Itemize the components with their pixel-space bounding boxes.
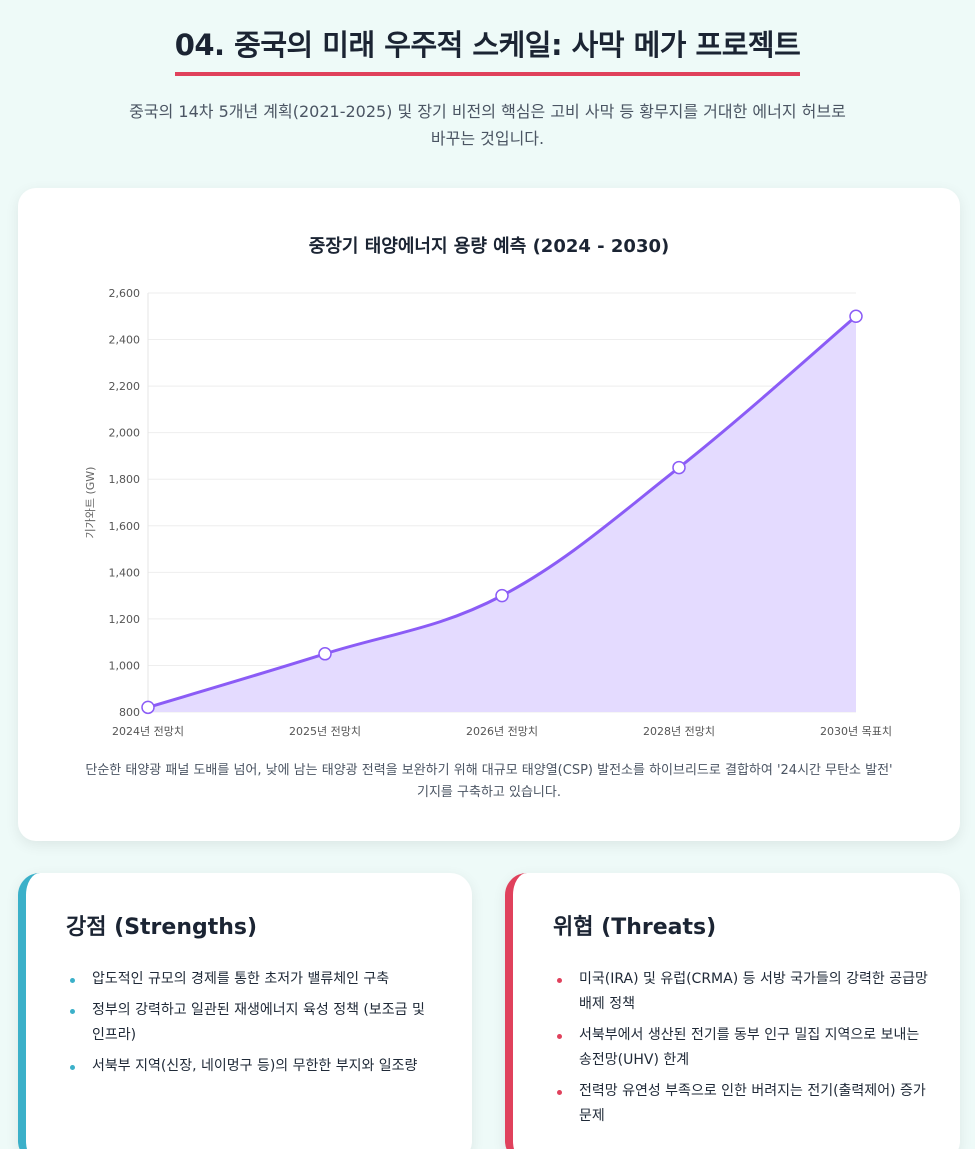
data-point [849, 309, 863, 324]
y-tick-label: 1,800 [109, 473, 141, 486]
y-tick-label: 1,600 [109, 520, 141, 533]
bullet-icon [70, 1065, 75, 1070]
x-tick-label: 2026년 전망치 [466, 725, 538, 738]
hero-section: 04. 중국의 미래 우주적 스케일: 사막 메가 프로젝트 중국의 14차 5… [0, 0, 975, 152]
strength-item: 압도적인 규모의 경제를 통한 초저가 밸류체인 구축 [66, 967, 442, 992]
x-tick-label: 2024년 전망치 [112, 725, 184, 738]
y-tick-label: 1,000 [109, 659, 141, 672]
threats-title: 위협 (Threats) [553, 915, 717, 940]
x-tick-label: 2030년 목표치 [820, 725, 892, 738]
y-axis-label: 기가와트 (GW) [84, 467, 97, 539]
strength-item-text: 서북부 지역(신장, 네이멍구 등)의 무한한 부지와 일조량 [92, 1058, 418, 1074]
y-tick-label: 2,600 [109, 287, 141, 300]
y-tick-label: 1,400 [109, 566, 141, 579]
chart-caption: 단순한 태양광 패널 도배를 넘어, 낮에 남는 태양광 전력을 보완하기 위해… [85, 763, 893, 800]
threat-item-text: 서북부에서 생산된 전기를 동부 인구 밀집 지역으로 보내는 송전망(UHV)… [579, 1027, 920, 1068]
threat-item-text: 미국(IRA) 및 유럽(CRMA) 등 서방 국가들의 강력한 공급망 배제 … [579, 971, 928, 1012]
data-point [141, 700, 155, 715]
y-tick-label: 2,400 [109, 334, 141, 347]
threat-item-text: 전력망 유연성 부족으로 인한 버려지는 전기(출력제어) 증가 문제 [579, 1083, 926, 1124]
threats-list: 미국(IRA) 및 유럽(CRMA) 등 서방 국가들의 강력한 공급망 배제 … [553, 967, 930, 1129]
bullet-icon [70, 1009, 75, 1014]
x-tick-label: 2028년 전망치 [643, 725, 715, 738]
y-tick-label: 2,200 [109, 380, 141, 393]
page-subtitle: 중국의 14차 5개년 계획(2021-2025) 및 장기 비전의 핵심은 고… [129, 102, 846, 148]
bullet-icon [557, 1034, 562, 1039]
page-title: 04. 중국의 미래 우주적 스케일: 사막 메가 프로젝트 [174, 22, 801, 76]
y-tick-label: 2,000 [109, 427, 141, 440]
threat-item: 전력망 유연성 부족으로 인한 버려지는 전기(출력제어) 증가 문제 [553, 1079, 930, 1129]
strengths-card: 강점 (Strengths) 압도적인 규모의 경제를 통한 초저가 밸류체인 … [18, 873, 472, 1149]
y-tick-label: 800 [119, 706, 140, 719]
data-point [672, 460, 686, 475]
area-fill [148, 316, 856, 712]
threat-item: 서북부에서 생산된 전기를 동부 인구 밀집 지역으로 보내는 송전망(UHV)… [553, 1023, 930, 1073]
x-tick-label: 2025년 전망치 [289, 725, 361, 738]
data-point [495, 588, 509, 603]
strengths-list: 압도적인 규모의 경제를 통한 초저가 밸류체인 구축 정부의 강력하고 일관된… [66, 967, 442, 1079]
strength-item-text: 정부의 강력하고 일관된 재생에너지 육성 정책 (보조금 및 인프라) [92, 1002, 425, 1043]
bullet-icon [557, 1090, 562, 1095]
threats-card: 위협 (Threats) 미국(IRA) 및 유럽(CRMA) 등 서방 국가들… [505, 873, 960, 1149]
data-point [318, 647, 332, 661]
y-tick-label: 1,200 [109, 613, 141, 626]
bullet-icon [70, 978, 75, 983]
bullet-icon [557, 978, 562, 983]
strength-item: 서북부 지역(신장, 네이멍구 등)의 무한한 부지와 일조량 [66, 1054, 442, 1079]
chart-card: 중장기 태양에너지 용량 예측 (2024 - 2030) 800 1,000 1,… [18, 188, 960, 841]
strength-item-text: 압도적인 규모의 경제를 통한 초저가 밸류체인 구축 [92, 971, 390, 987]
threat-item: 미국(IRA) 및 유럽(CRMA) 등 서방 국가들의 강력한 공급망 배제 … [553, 967, 930, 1017]
strengths-title: 강점 (Strengths) [66, 915, 258, 940]
capacity-chart: 800 1,000 1,200 1,400 1,600 1,800 2,000 2,200 2,… [84, 287, 892, 738]
chart-title: 중장기 태양에너지 용량 예측 (2024 - 2030) [308, 236, 670, 257]
series-line [147, 315, 857, 709]
strength-item: 정부의 강력하고 일관된 재생에너지 육성 정책 (보조금 및 인프라) [66, 998, 442, 1048]
